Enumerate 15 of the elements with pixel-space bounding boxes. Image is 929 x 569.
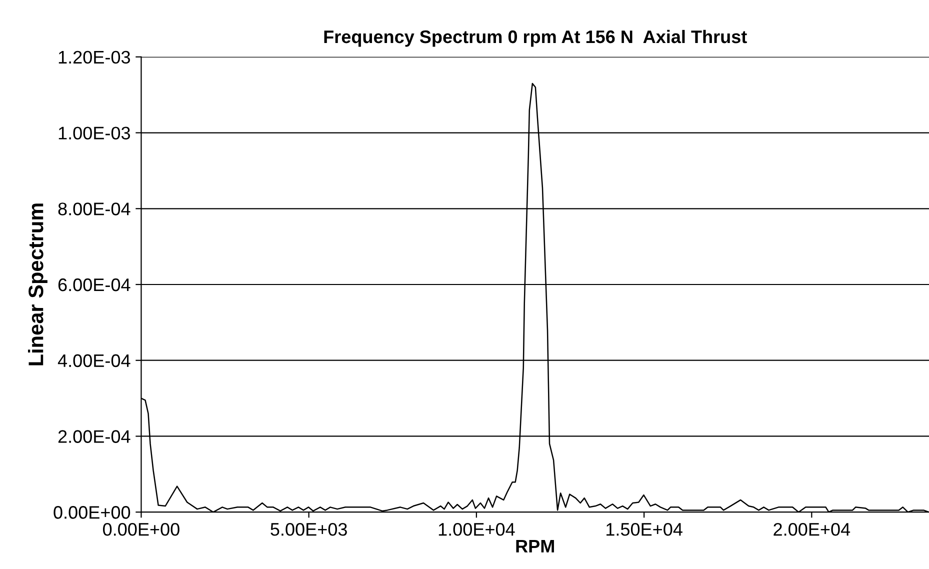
y-tick-label: 6.00E-04: [58, 278, 130, 292]
y-tick-label: 2.00E-04: [58, 430, 130, 443]
x-tick-label: 0.00E+00: [103, 522, 180, 536]
y-tick-label: 1.20E-03: [58, 50, 130, 64]
y-tick-label: 0.00E+00: [54, 506, 130, 519]
x-tick-label: 5.00E+03: [270, 522, 347, 536]
y-tick-label: 1.00E-03: [58, 126, 130, 140]
x-tick-label: 1.50E+04: [606, 522, 682, 536]
x-tick-label: 1.00E+04: [438, 522, 515, 536]
chart-title: Frequency Spectrum 0 rpm At 156 N Axial Thrust: [324, 30, 747, 47]
y-tick-label: 4.00E-04: [58, 354, 130, 368]
y-tick-label: 8.00E-04: [58, 202, 130, 216]
x-axis-title: RPM: [516, 540, 554, 552]
y-axis-title: Linear Spectrum: [28, 204, 48, 366]
x-tick-label: 2.00E+04: [774, 522, 850, 536]
